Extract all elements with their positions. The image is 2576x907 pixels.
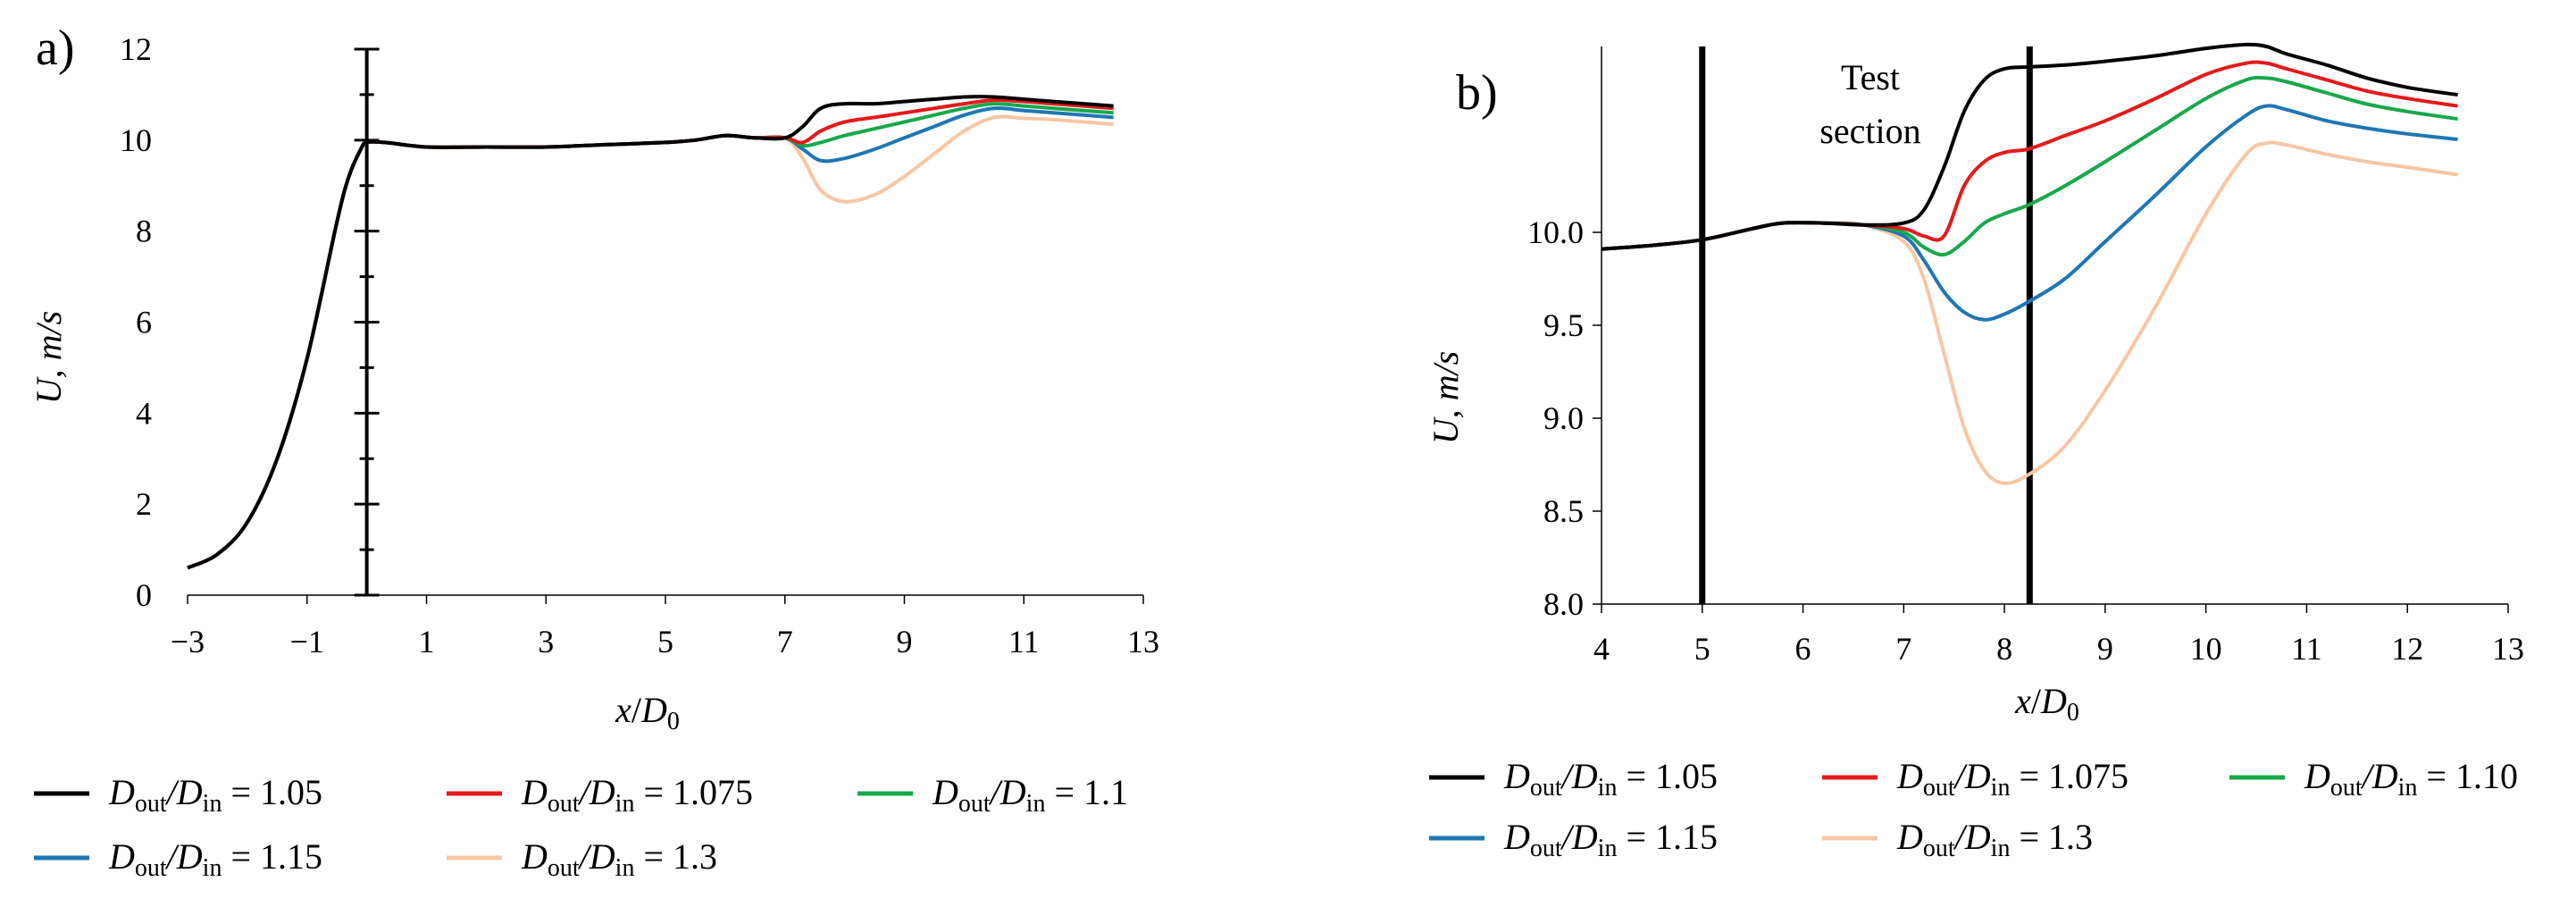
panel-b-legend-item: Dout/Din = 1.075 — [1822, 756, 2129, 802]
panel-b-label: b) — [1456, 65, 1498, 121]
panel-a-x-tick-label: −3 — [171, 624, 205, 659]
panel-b-x-tick-label: 8 — [1996, 631, 2012, 667]
panel-a-series-line — [187, 97, 1114, 570]
test-section-annotation-line1: Test — [1841, 57, 1900, 97]
panel-b-legend-item: Dout/Din = 1.10 — [2229, 756, 2518, 802]
panel-a-y-tick-label: 10 — [120, 122, 152, 158]
panel-b-y-tick-label: 8.5 — [1543, 493, 1584, 529]
panel-b-x-tick-label: 6 — [1795, 631, 1811, 667]
panel-a-series-line — [187, 106, 1114, 570]
panel-b-y-tick-label: 9.0 — [1543, 400, 1584, 436]
panel-a-series-line — [187, 114, 1114, 570]
panel-b-x-tick-label: 10 — [2190, 631, 2222, 667]
panel-b-x-tick-label: 7 — [1895, 631, 1911, 667]
panel-b-legend-label: Dout/Din = 1.075 — [1896, 756, 2129, 802]
panel-b-x-tick-label: 13 — [2492, 631, 2524, 667]
panel-b-axes: 8.0 8.5 9.0 9.5 10.0 4 5 6 7 8 9 10 11 12 13 — [1527, 46, 2524, 667]
panel-b-legend-label: Dout/Din = 1.10 — [2304, 756, 2518, 802]
panel-a-x-tick-label: 1 — [419, 624, 435, 659]
panel-b-series — [1601, 42, 2458, 485]
panel-a-y-tick-label: 2 — [136, 486, 152, 522]
panel-a-y-tick-label: 0 — [136, 577, 152, 613]
panel-b-y-tick-label: 8.0 — [1543, 586, 1584, 622]
panel-b-legend-item: Dout/Din = 1.15 — [1429, 817, 1718, 862]
panel-a-x-tick-label: 11 — [1008, 624, 1040, 659]
panel-a-x-tick-label: 7 — [777, 624, 793, 659]
panel-a-legend-item: Dout/Din = 1.075 — [447, 772, 753, 818]
panel-b-x-tick-label: 11 — [2291, 631, 2322, 667]
panel-a-x-title-sym: D — [640, 690, 667, 730]
panel-b: b) 8.0 8.5 9.0 9.5 10.0 4 5 6 7 8 9 10 11 12 13 Test s… — [1426, 42, 2524, 862]
panel-a-x-tick-label: 5 — [657, 624, 673, 659]
panel-b-legend-label: Dout/Din = 1.15 — [1503, 817, 1718, 862]
panel-a-x-title-var: x — [615, 690, 631, 730]
panel-a-y-tick-label: 12 — [120, 31, 152, 67]
panel-b-y-tick-label: 10.0 — [1527, 214, 1584, 250]
panel-a-y-axis-title: U, m/s — [29, 311, 69, 404]
panel-b-x-title-sym: D — [2040, 681, 2067, 721]
panel-a-y-tick-label: 6 — [136, 305, 152, 340]
panel-a-series-line — [187, 102, 1114, 570]
panel-b-legend-label: Dout/Din = 1.05 — [1503, 756, 1718, 802]
panel-a-legend: Dout/Din = 1.05 Dout/Din = 1.075 Dout/Din … — [34, 772, 1128, 882]
panel-a-x-tick-label: 9 — [897, 624, 913, 659]
panel-b-legend-item: Dout/Din = 1.3 — [1822, 817, 2093, 862]
panel-b-series-line — [1601, 42, 2458, 251]
panel-a-y-tick-label: 8 — [136, 214, 152, 249]
panel-a-legend-label: Dout/Din = 1.05 — [108, 772, 322, 818]
panel-b-x-title-var: x — [2014, 681, 2031, 721]
panel-a-legend-label: Dout/Din = 1.075 — [521, 772, 753, 818]
test-section-annotation-line2: section — [1819, 111, 1920, 151]
panel-a-legend-item: Dout/Din = 1.05 — [34, 772, 322, 818]
panel-a-x-axis-title: x/D0 — [615, 690, 680, 735]
panel-a-legend-item: Dout/Din = 1.3 — [447, 836, 717, 882]
panel-b-legend: Dout/Din = 1.05 Dout/Din = 1.075 Dout/Din … — [1429, 756, 2518, 862]
panel-a-x-tick-label: 3 — [538, 624, 554, 659]
panel-a-x-tick-label: −1 — [290, 624, 324, 659]
panel-a-label: a) — [36, 21, 75, 76]
panel-b-y-tick-label: 9.5 — [1543, 307, 1584, 343]
panel-b-x-tick-label: 12 — [2391, 631, 2423, 667]
panel-a-y-title-text: U, m/s — [29, 311, 69, 404]
panel-a-legend-item: Dout/Din = 1.15 — [34, 836, 322, 882]
panel-b-x-tick-label: 4 — [1593, 631, 1610, 667]
panel-b-legend-label: Dout/Din = 1.3 — [1896, 817, 2093, 862]
panel-a-x-title-sub: 0 — [667, 708, 680, 735]
panel-a-legend-label: Dout/Din = 1.1 — [932, 772, 1128, 818]
panel-a-legend-label: Dout/Din = 1.15 — [108, 836, 322, 882]
panel-b-x-tick-label: 9 — [2097, 631, 2113, 667]
panel-a-series — [187, 95, 1114, 570]
panel-b-x-tick-label: 5 — [1694, 631, 1710, 667]
panel-b-y-title-text: U, m/s — [1426, 351, 1466, 444]
panel-b-legend-item: Dout/Din = 1.05 — [1429, 756, 1718, 802]
panel-a-series-line — [187, 95, 1114, 570]
panel-a-legend-item: Dout/Din = 1.1 — [857, 772, 1128, 818]
panel-b-x-axis-title: x/D0 — [2014, 681, 2079, 726]
panel-b-y-axis-title: U, m/s — [1426, 351, 1466, 444]
panel-a-y-tick-label: 4 — [136, 395, 152, 431]
panel-b-x-title-sub: 0 — [2067, 699, 2079, 726]
panel-a-x-tick-label: 13 — [1127, 624, 1159, 659]
panel-a-legend-label: Dout/Din = 1.3 — [521, 836, 717, 882]
